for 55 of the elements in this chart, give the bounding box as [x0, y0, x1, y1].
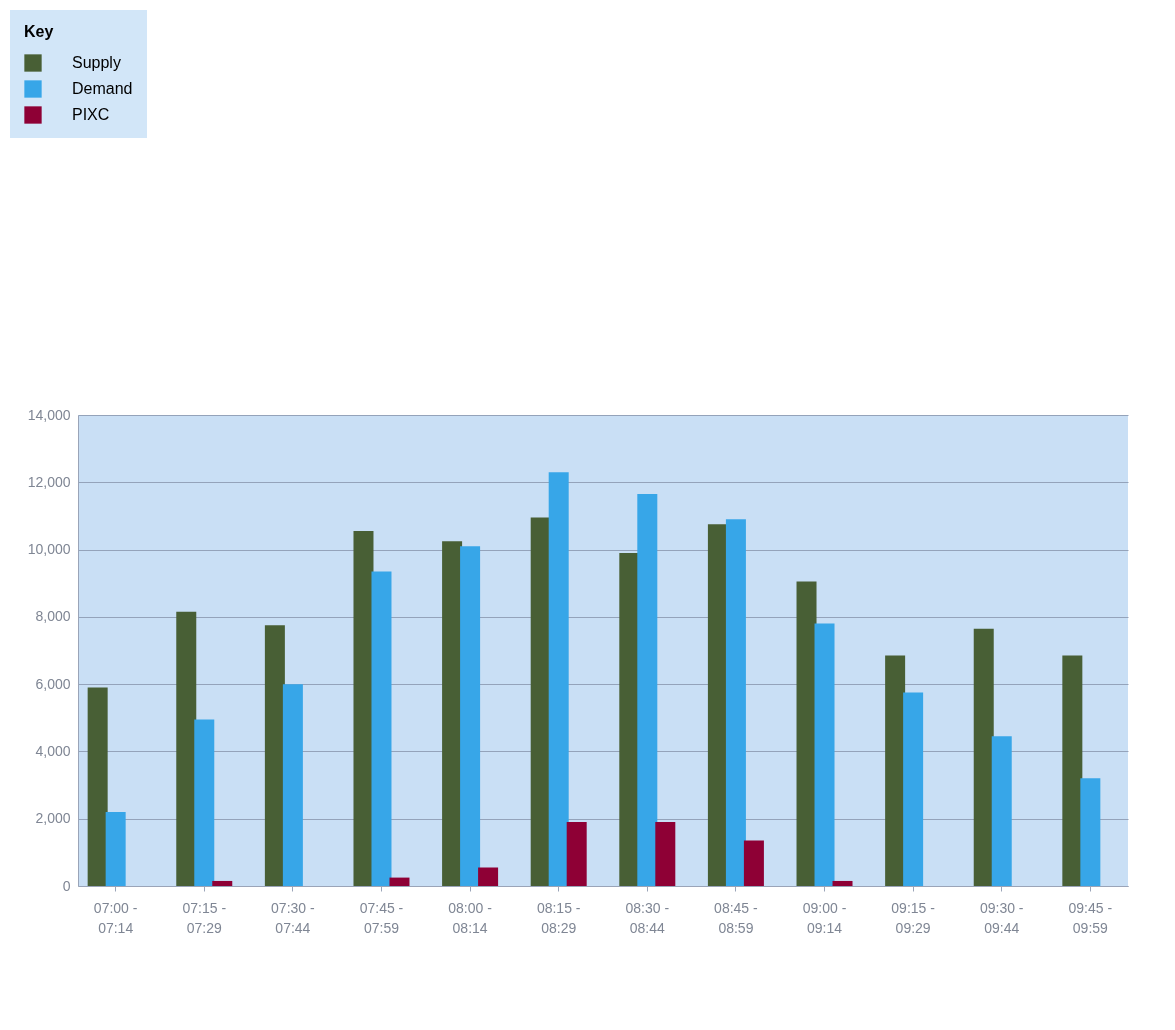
y-tick-label: 14,000 — [27, 406, 71, 423]
bar — [566, 822, 587, 886]
y-tick-label: 0 — [62, 877, 71, 894]
y-tick-label: 10,000 — [27, 541, 71, 558]
x-tick-label: 08:30 - 08:44 — [625, 899, 670, 936]
bar — [353, 531, 374, 886]
bar — [655, 822, 676, 886]
bar — [105, 811, 126, 886]
bar — [87, 687, 108, 886]
bar — [530, 517, 551, 886]
x-tick-label: 09:30 - 09:44 — [979, 899, 1024, 936]
bar — [832, 880, 853, 886]
x-tick-label: 08:00 - 08:14 — [448, 899, 493, 936]
bar — [991, 736, 1012, 886]
bar — [264, 625, 285, 886]
y-tick-label: 4,000 — [35, 742, 71, 759]
legend-label: PIXC — [72, 106, 110, 123]
y-tick-label: 2,000 — [35, 810, 71, 827]
bar — [973, 628, 994, 886]
bar — [725, 519, 746, 886]
bar — [442, 541, 463, 886]
x-tick-label: 07:00 - 07:14 — [93, 899, 138, 936]
x-tick-label: 07:30 - 07:44 — [271, 899, 315, 936]
bar — [371, 571, 392, 886]
x-tick-label: 09:15 - 09:29 — [891, 899, 936, 936]
bar — [1062, 655, 1083, 886]
bar — [389, 877, 410, 886]
bar — [282, 684, 303, 886]
bar — [460, 546, 481, 886]
bar — [212, 880, 233, 886]
bar — [176, 611, 197, 886]
legend-label: Demand — [72, 80, 133, 97]
bar — [743, 840, 764, 886]
x-tick-label: 09:00 - 09:14 — [802, 899, 847, 936]
bar — [194, 719, 215, 886]
bar — [637, 494, 658, 886]
bar — [478, 867, 499, 886]
y-tick-label: 6,000 — [35, 675, 71, 692]
x-tick-label: 07:45 - 07:59 — [359, 899, 404, 936]
bar — [885, 655, 906, 886]
y-tick-label: 12,000 — [27, 473, 71, 490]
x-tick-label: 09:45 - 09:59 — [1068, 899, 1113, 936]
bar — [548, 472, 569, 886]
bar — [903, 692, 924, 886]
legend-label: Supply — [72, 54, 121, 71]
x-tick-label: 08:45 - 08:59 — [714, 899, 759, 936]
bar — [619, 552, 640, 886]
bar — [814, 623, 835, 886]
x-tick-label: 07:15 - 07:29 — [182, 899, 227, 936]
y-tick-label: 8,000 — [35, 608, 71, 625]
x-tick-label: 08:15 - 08:29 — [536, 899, 581, 936]
bar — [1080, 778, 1101, 886]
bar — [796, 581, 817, 886]
bar — [707, 524, 728, 886]
legend-title: Key — [24, 23, 54, 40]
